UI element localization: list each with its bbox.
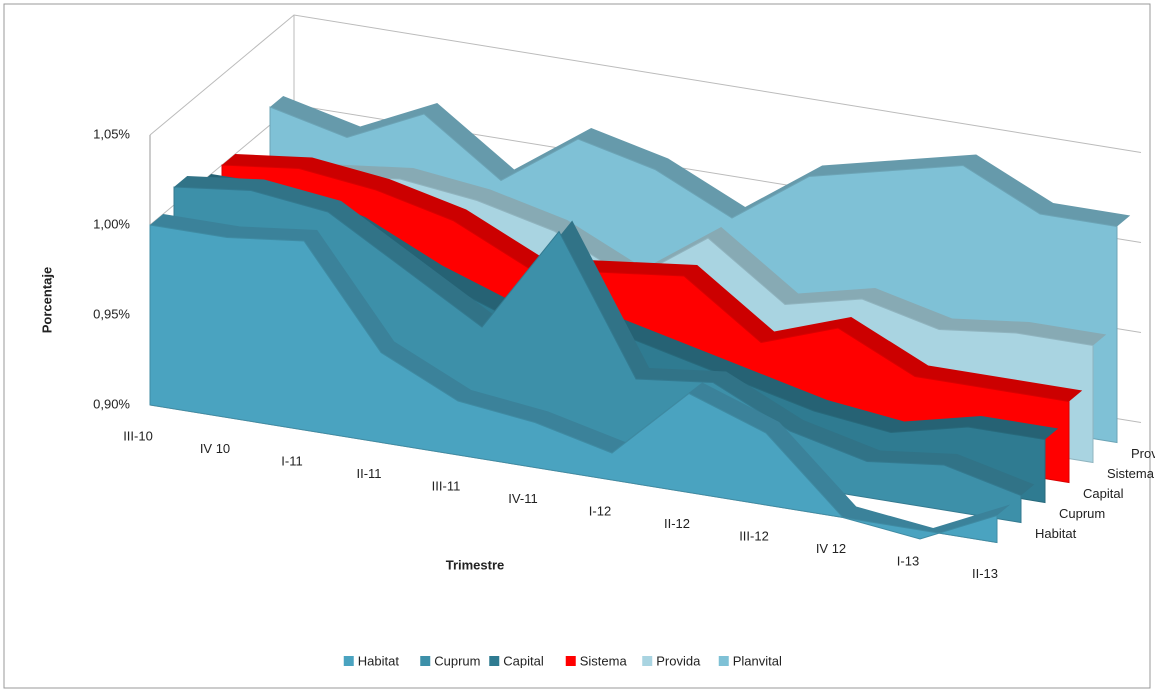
legend-label: Sistema	[580, 653, 628, 668]
area	[149, 224, 998, 544]
area-top	[270, 96, 1131, 227]
area	[173, 186, 1022, 524]
depth-label: Cuprum	[1059, 506, 1105, 521]
x-tick-label: III-12	[739, 528, 769, 543]
y-tick-label: 1,00%	[93, 216, 130, 231]
legend-swatch	[642, 656, 653, 666]
legend-label: Capital	[503, 653, 544, 668]
y-tick-label: 0,90%	[93, 396, 130, 411]
legend-label: Habitat	[358, 653, 400, 668]
area-top	[174, 176, 1035, 496]
y-tick-label: 0,95%	[93, 306, 130, 321]
x-tick-label: II-13	[972, 566, 998, 581]
legend-swatch	[420, 656, 431, 666]
x-axis-title: Trimestre	[446, 557, 505, 572]
x-tick-label: III-10	[123, 428, 153, 443]
x-tick-label: IV 12	[816, 541, 846, 556]
x-tick-label: I-12	[589, 503, 611, 518]
area-top	[222, 154, 1083, 402]
legend-label: Planvital	[733, 653, 782, 668]
legend-swatch	[489, 656, 500, 666]
depth-label: Sistema	[1107, 466, 1155, 481]
x-tick-label: II-12	[664, 516, 690, 531]
depth-label: Provida	[1131, 446, 1155, 461]
x-tick-label: II-11	[356, 466, 381, 481]
x-tick-label: III-11	[432, 478, 461, 493]
depth-label: Habitat	[1035, 526, 1077, 541]
area-top	[150, 214, 1011, 539]
legend-swatch	[565, 656, 576, 666]
legend: Habitat Cuprum Capital Sistema Provida Planvi…	[343, 653, 782, 668]
x-tick-label: IV 10	[200, 441, 230, 456]
legend-label: Provida	[656, 653, 701, 668]
y-tick-label: 1,05%	[93, 126, 130, 141]
depth-label: Capital	[1083, 486, 1124, 501]
area	[221, 164, 1070, 484]
legend-swatch	[343, 656, 354, 666]
x-tick-label: I-13	[897, 553, 919, 568]
y-axis-title: Porcentaje	[39, 267, 54, 333]
x-tick-label: I-11	[281, 453, 302, 468]
legend-swatch	[718, 656, 729, 666]
x-tick-label: IV-11	[508, 491, 537, 506]
legend-label: Cuprum	[434, 653, 480, 668]
